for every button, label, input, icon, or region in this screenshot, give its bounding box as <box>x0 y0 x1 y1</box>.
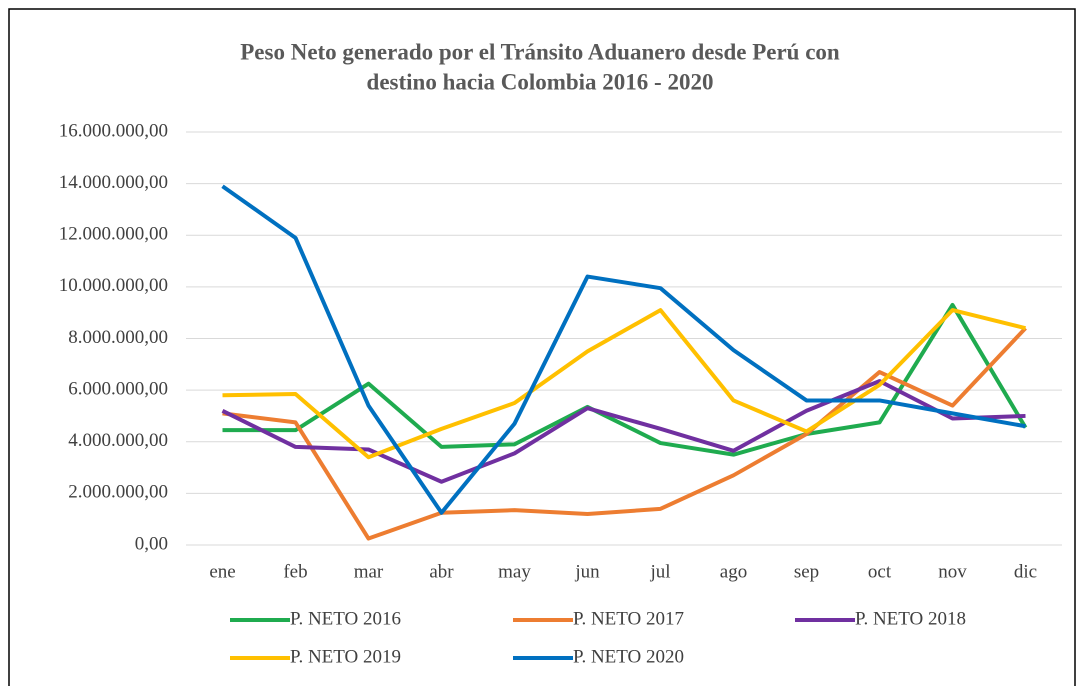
legend-label: P. NETO 2019 <box>290 646 401 667</box>
y-tick-label: 8.000.000,00 <box>68 327 168 348</box>
x-tick-label: nov <box>938 561 967 582</box>
x-tick-label: abr <box>429 561 454 582</box>
y-tick-label: 4.000.000,00 <box>68 430 168 451</box>
y-tick-label: 2.000.000,00 <box>68 482 168 503</box>
x-tick-label: dic <box>1014 561 1037 582</box>
series-line <box>221 184 1026 515</box>
x-tick-label: sep <box>794 561 819 582</box>
series-line <box>222 308 1026 460</box>
x-tick-label: ago <box>720 561 747 582</box>
y-tick-label: 12.000.000,00 <box>59 224 168 245</box>
x-tick-label: mar <box>354 561 384 582</box>
y-tick-label: 14.000.000,00 <box>59 172 168 193</box>
x-tick-label: jul <box>649 561 670 582</box>
y-tick-label: 16.000.000,00 <box>59 120 168 141</box>
y-tick-label: 10.000.000,00 <box>59 275 168 296</box>
x-tick-label: oct <box>868 561 892 582</box>
legend-label: P. NETO 2020 <box>573 646 684 667</box>
x-tick-label: feb <box>283 561 307 582</box>
legend-label: P. NETO 2017 <box>573 608 684 629</box>
y-tick-label: 0,00 <box>135 533 168 554</box>
y-tick-label: 6.000.000,00 <box>68 378 168 399</box>
chart-title: destino hacia Colombia 2016 - 2020 <box>367 69 714 94</box>
x-tick-label: may <box>498 561 531 582</box>
chart-border <box>8 8 1076 691</box>
x-tick-label: jun <box>574 561 600 582</box>
series-line <box>222 326 1027 541</box>
legend-label: P. NETO 2018 <box>855 608 966 629</box>
chart-title: Peso Neto generado por el Tránsito Aduan… <box>240 39 840 64</box>
x-tick-label: ene <box>209 561 235 582</box>
legend-label: P. NETO 2016 <box>290 608 401 629</box>
